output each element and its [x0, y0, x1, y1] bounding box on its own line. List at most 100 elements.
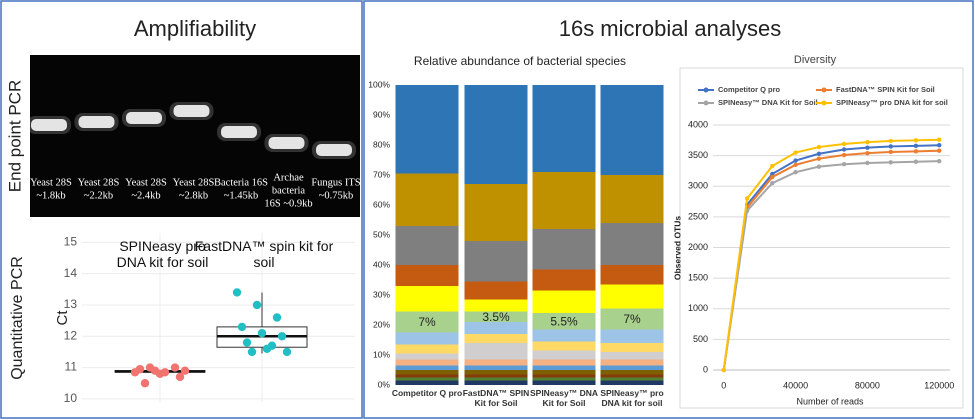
series-marker [865, 139, 870, 145]
legend-label: SPINeasy™ pro DNA kit for soil [836, 98, 948, 107]
gel-band [78, 116, 115, 128]
series-marker [770, 171, 775, 177]
series-marker [770, 174, 775, 180]
series-marker [937, 148, 942, 153]
legend-marker [703, 87, 709, 93]
chart-title: Relative abundance of bacterial species [414, 54, 626, 68]
series-marker [816, 151, 822, 156]
bar-segment [532, 359, 596, 366]
bar-segment [532, 374, 596, 378]
point [252, 300, 262, 310]
gel-band [268, 137, 305, 149]
point [242, 338, 252, 347]
chart-title: Diversity [794, 54, 837, 66]
point [135, 364, 145, 374]
bar-segment [464, 241, 528, 282]
bar-segment [600, 380, 664, 385]
bar-segment [600, 343, 664, 352]
bar-segment [600, 365, 664, 370]
y-tick-label: 13 [64, 297, 78, 311]
x-tick-label: 0 [721, 380, 726, 390]
x-tick-label: SPINeasy™ pro DNA kit for soil [600, 389, 664, 408]
point [160, 368, 170, 377]
series-marker [913, 159, 919, 164]
bar-segment [395, 370, 459, 375]
bar-segment [600, 370, 664, 375]
series-marker [816, 144, 822, 150]
series-marker [841, 152, 847, 158]
gel-lane-label: Yeast 28S [125, 177, 167, 188]
gel-lane-label: Archae [273, 172, 304, 183]
series-marker [913, 138, 919, 143]
y-tick-label: 2500 [688, 211, 708, 221]
gel-lane-label: 16S ~0.9kb [264, 198, 312, 209]
series-marker [888, 149, 893, 155]
gel-lane-label: Yeast 28S [30, 177, 72, 188]
bar-segment [464, 334, 528, 343]
bar-segment [600, 374, 664, 378]
right-panel-frame [363, 0, 974, 419]
point [180, 366, 190, 375]
gel-image [30, 55, 360, 217]
gel-lane-label: ~1.8kb [36, 190, 65, 201]
side-label: Quantitative PCR [9, 256, 26, 380]
gel-band-glow [264, 134, 309, 152]
point [267, 341, 277, 350]
point [277, 332, 287, 341]
series-marker [816, 156, 822, 161]
x-axis-label: Number of reads [796, 396, 864, 406]
bar-segment [532, 290, 596, 313]
bar-segment [395, 374, 459, 378]
x-tick-label: 80000 [855, 380, 880, 390]
bar-segment [532, 377, 596, 381]
y-tick-label: 3500 [688, 150, 708, 160]
x-tick-label: 40000 [783, 380, 808, 390]
gel-lane-label: Fungus ITS [311, 177, 360, 188]
category-label-box: SPINeasy pro DNA kit for soil [117, 238, 209, 270]
y-tick-label: 0 [703, 364, 708, 374]
panel-title: 16s microbial analyses [559, 16, 782, 41]
gel-band [221, 126, 257, 138]
bar-segment [532, 313, 596, 330]
x-tick-label: SPINeasy™ DNA Kit for Soil [529, 389, 599, 408]
legend-marker [821, 100, 827, 106]
gel-band [31, 119, 67, 131]
bar-segment [395, 332, 459, 345]
series-marker [888, 138, 893, 144]
legend-label: FastDNA™ SPIN Kit for Soil [836, 85, 935, 94]
series-marker [841, 162, 847, 167]
bar-segment [600, 308, 664, 330]
x-tick-label: 120000 [924, 380, 954, 390]
gel-lane-label: Yeast 28S [173, 177, 215, 188]
bar-segment [464, 281, 528, 300]
bar-segment [600, 377, 664, 381]
bar-segment [395, 353, 459, 360]
bar-segment [532, 380, 596, 385]
y-tick-label: 30% [373, 289, 390, 299]
y-tick-label: 0% [378, 379, 391, 389]
bar-segment [395, 365, 459, 370]
series-marker [793, 162, 798, 168]
gel-lane-label: ~1.45kb [224, 190, 259, 201]
gel-band [316, 144, 352, 156]
series-marker [937, 137, 942, 142]
left-panel-frame [0, 0, 363, 419]
legend-label: SPINeasy™ DNA Kit for Soil [718, 98, 818, 107]
x-tick-label: FastDNA™ SPIN Kit for Soil [462, 389, 530, 408]
series-marker [744, 196, 750, 201]
gel-lane-label: bacteria [272, 185, 306, 196]
point [272, 313, 282, 322]
y-tick-label: 11 [65, 360, 78, 374]
bar-segment [532, 85, 596, 172]
bar-segment [464, 374, 528, 378]
bar-segment [532, 229, 596, 270]
series-marker [841, 147, 847, 152]
point [247, 347, 257, 357]
series-marker [816, 164, 822, 169]
gel-band-glow [122, 109, 166, 127]
gel-band-glow [169, 102, 214, 120]
y-axis-label: Observed OTUs [672, 216, 682, 281]
bar-segment [532, 269, 596, 291]
